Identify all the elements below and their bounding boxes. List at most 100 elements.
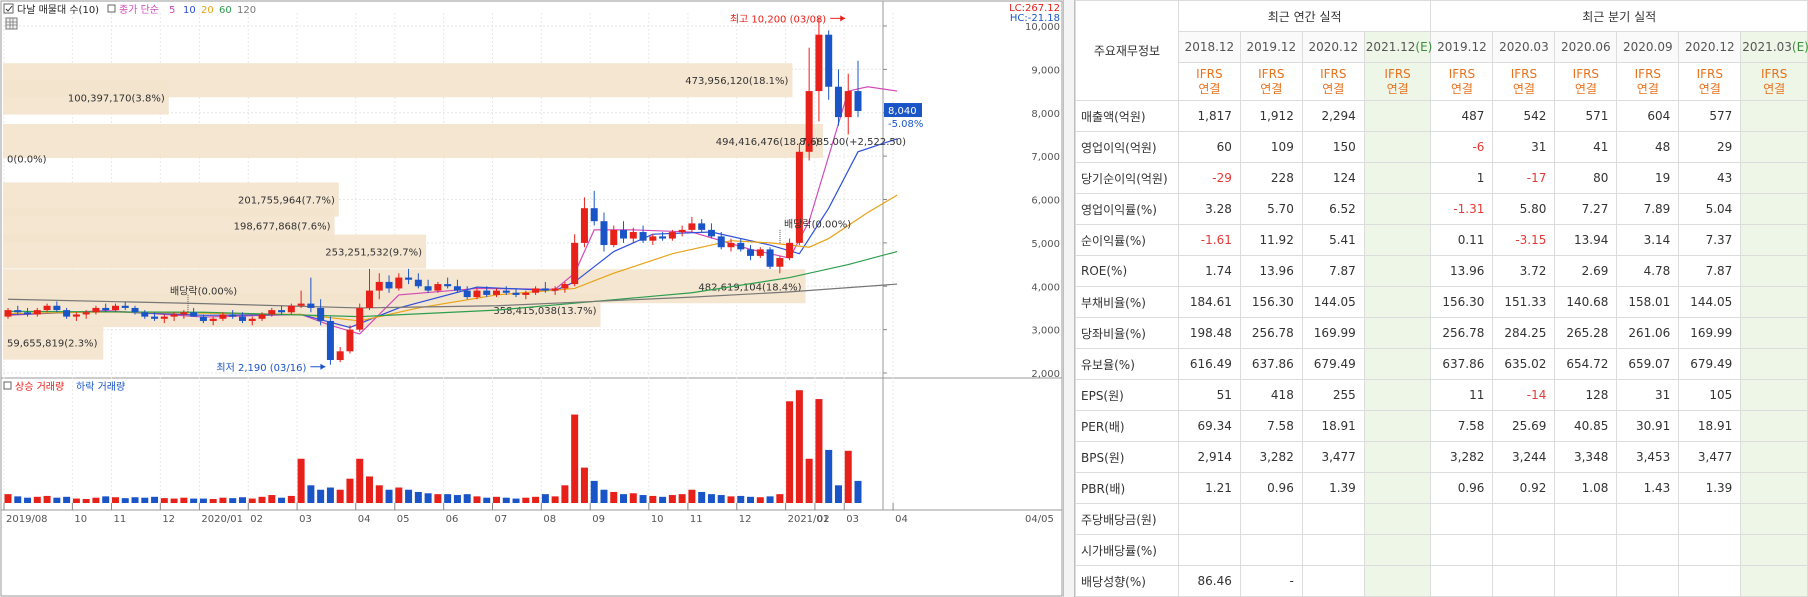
- table-cell: [1678, 503, 1742, 535]
- volume-bar: [287, 495, 295, 503]
- table-cell: 3,453: [1616, 441, 1680, 473]
- table-cell: [1363, 441, 1432, 473]
- table-cell: 1.43: [1616, 472, 1680, 504]
- candle-body: [776, 258, 784, 267]
- table-cell: 679.49: [1678, 348, 1742, 380]
- row-label: EPS(원): [1075, 379, 1179, 411]
- volume-profile-bar: [3, 80, 169, 115]
- volume-bar: [43, 495, 51, 503]
- table-cell: 30.91: [1616, 410, 1680, 442]
- table-cell: 7.37: [1678, 224, 1742, 256]
- table-cell: [1363, 379, 1432, 411]
- table-cell: 2,914: [1177, 441, 1241, 473]
- volume-bar: [209, 499, 217, 503]
- time-tick-label: 04: [358, 514, 371, 525]
- candle-body: [639, 232, 647, 241]
- volume-bar: [463, 494, 471, 503]
- table-cell: [1616, 565, 1680, 597]
- table-row: 당기순이익(억원) -29 228 124 1 -17 80 19 43: [1075, 162, 1808, 194]
- time-tick-label: 2020/01: [201, 514, 243, 525]
- table-cell: 0.96: [1430, 472, 1494, 504]
- time-tick-label: 10: [74, 514, 87, 525]
- table-cell: [1492, 534, 1556, 566]
- row-label: 영업이익률(%): [1075, 193, 1179, 225]
- time-tick-label: 02: [250, 514, 263, 525]
- indicator-checkbox[interactable]: [107, 4, 116, 13]
- table-cell: 13.96: [1239, 255, 1303, 287]
- table-cell: [1616, 503, 1680, 535]
- candle-body: [92, 307, 100, 313]
- table-cell: [1363, 131, 1432, 163]
- table-cell: 7.89: [1616, 193, 1680, 225]
- table-cell: [1363, 503, 1432, 535]
- volume-profile-bar: [3, 123, 823, 158]
- volume-bar: [590, 480, 598, 503]
- ifrs-basis-header: IFRS 연결: [1239, 62, 1303, 101]
- volume-bar: [141, 497, 149, 503]
- ma-legend-period: 120: [237, 5, 256, 16]
- candle-body: [434, 284, 442, 291]
- volume-bar: [405, 489, 413, 503]
- ma-legend-period: 5: [169, 5, 175, 16]
- table-cell: [1740, 379, 1808, 411]
- table-cell: 0.92: [1492, 472, 1556, 504]
- table-cell: 1.21: [1177, 472, 1241, 504]
- candle-body: [649, 236, 657, 241]
- volume-bar: [707, 494, 715, 503]
- candle-body: [844, 91, 852, 118]
- candle-body: [825, 34, 833, 87]
- table-cell: 140.68: [1554, 286, 1618, 318]
- period-header: 2020.06: [1554, 31, 1618, 63]
- period-label: 2018.12: [1184, 40, 1235, 54]
- table-cell: 637.86: [1239, 348, 1303, 380]
- table-cell: 635.02: [1492, 348, 1556, 380]
- table-cell: 3.14: [1616, 224, 1680, 256]
- grid-icon[interactable]: [5, 17, 18, 30]
- settings-icon[interactable]: [3, 3, 14, 14]
- candle-body: [121, 305, 129, 308]
- table-cell: [1301, 503, 1365, 535]
- table-cell: [1740, 162, 1808, 194]
- volume-bar: [795, 390, 803, 503]
- ifrs-basis-header: IFRS 연결: [1301, 62, 1365, 101]
- volume-bar: [727, 496, 735, 503]
- period-header-row: 2018.12 2019.12 2020.12 2021.12(E) 2019.12 20…: [1076, 31, 1808, 63]
- table-cell: 5.70: [1239, 193, 1303, 225]
- volume-bar: [356, 458, 364, 503]
- table-cell: 13.94: [1554, 224, 1618, 256]
- consolidated-label: 연결: [1636, 81, 1659, 96]
- candle-body: [229, 314, 237, 317]
- table-cell: -17: [1492, 162, 1556, 194]
- consolidated-label: 연결: [1574, 81, 1597, 96]
- tooltip-value-label: 7,685.00(+2,522.50): [801, 137, 906, 148]
- volume-bar: [151, 496, 159, 503]
- table-cell: 1,912: [1239, 100, 1303, 132]
- period-header: 2020.12: [1301, 31, 1365, 63]
- table-cell: 7.87: [1678, 255, 1742, 287]
- table-row: 배당성향(%) 86.46-: [1075, 565, 1808, 597]
- row-label: 당기순이익(억원): [1075, 162, 1179, 194]
- time-tick-label: 2019/08: [6, 514, 48, 525]
- table-cell: [1678, 534, 1742, 566]
- ifrs-label: IFRS: [1634, 66, 1662, 81]
- volume-indicator-checkbox[interactable]: [3, 381, 12, 390]
- volume-bar: [571, 414, 579, 503]
- volume-bar: [649, 495, 657, 503]
- volume-bar: [854, 480, 862, 503]
- candle-body: [375, 281, 383, 291]
- price-tick-label: 8,000: [1031, 109, 1060, 120]
- time-tick-label: 02: [817, 514, 830, 525]
- estimate-mark: (E): [1415, 40, 1433, 54]
- table-cell: 637.86: [1430, 348, 1494, 380]
- table-cell: 150: [1301, 131, 1365, 163]
- volume-bar: [72, 498, 80, 503]
- candle-body: [580, 208, 588, 243]
- volume-profile-label: 59,655,819(2.3%): [7, 339, 98, 350]
- volume-bar: [229, 498, 237, 503]
- candle-body: [522, 292, 530, 295]
- table-row: PBR(배) 1.21 0.96 1.39 0.96 0.92 1.08 1.43 1.39: [1075, 472, 1808, 504]
- panel-divider[interactable]: [1063, 0, 1075, 597]
- volume-bar: [33, 496, 41, 503]
- ifrs-label: IFRS: [1384, 66, 1411, 81]
- volume-bar: [53, 497, 61, 503]
